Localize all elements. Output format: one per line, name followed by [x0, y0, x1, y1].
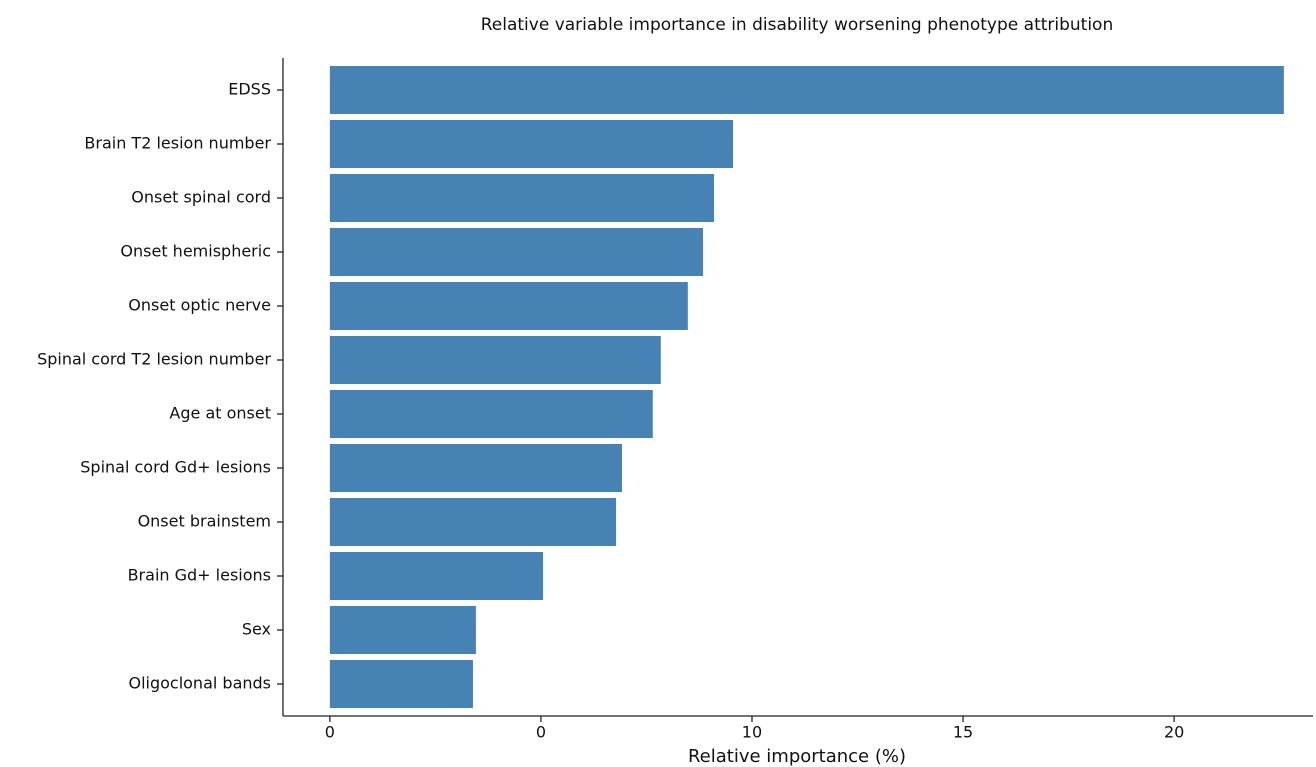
bar	[329, 552, 544, 600]
y-tick-label: Spinal cord Gd+ lesions	[80, 458, 271, 477]
chart-title: Relative variable importance in disabili…	[481, 15, 1114, 35]
x-tick-label: 10	[742, 723, 762, 742]
x-tick-label: 20	[1164, 723, 1184, 742]
bar	[329, 282, 688, 330]
x-axis-label: Relative importance (%)	[688, 746, 906, 767]
y-tick-label: Age at onset	[169, 404, 271, 423]
y-tick-label: Spinal cord T2 lesion number	[37, 350, 271, 369]
y-tick-label: Oligoclonal bands	[128, 674, 271, 693]
bar	[329, 498, 617, 546]
bar	[329, 444, 622, 492]
y-tick-label: Brain T2 lesion number	[84, 134, 271, 153]
bar	[329, 606, 476, 654]
y-tick-label: EDSS	[228, 80, 271, 99]
bar	[329, 66, 1284, 114]
bar	[329, 660, 473, 708]
y-tick-label: Onset optic nerve	[128, 296, 271, 315]
y-tick-label: Onset hemispheric	[120, 242, 271, 261]
x-tick-label: 0	[325, 723, 335, 742]
x-tick-label: 15	[953, 723, 973, 742]
y-tick-label: Onset spinal cord	[131, 188, 271, 207]
bar	[329, 336, 661, 384]
y-tick-label: Sex	[242, 620, 271, 639]
y-tick-label: Brain Gd+ lesions	[128, 566, 271, 585]
x-tick-label: 0	[536, 723, 546, 742]
bar	[329, 228, 704, 276]
bar	[329, 390, 653, 438]
y-tick-label: Onset brainstem	[138, 512, 271, 531]
bar	[329, 174, 714, 222]
bar	[329, 120, 733, 168]
